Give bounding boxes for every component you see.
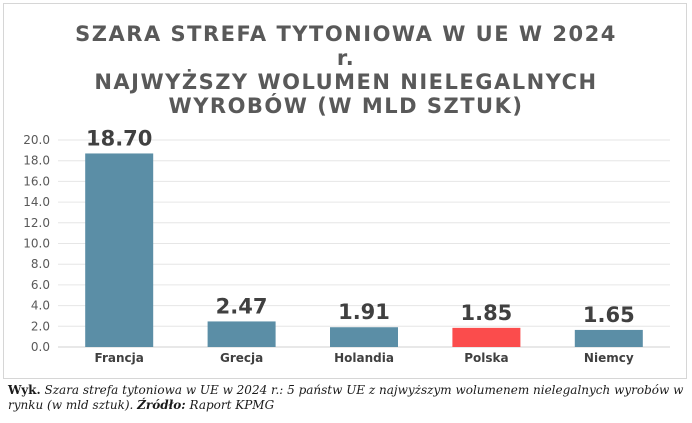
data-label: 1.91 <box>338 300 390 324</box>
y-tick-label: 10.0 <box>23 237 50 251</box>
bar <box>330 327 398 347</box>
bar <box>207 321 276 347</box>
caption-lead: Wyk. <box>8 383 41 397</box>
bar <box>574 329 643 347</box>
chart-title-line: NAJWYŻSZY WOLUMEN NIELEGALNYCH <box>94 70 598 94</box>
y-tick-label: 12.0 <box>23 216 50 230</box>
chart-title-line: r. <box>336 46 356 70</box>
caption-source-label: Źródło: <box>137 398 186 412</box>
x-tick-label: Francja <box>95 351 144 365</box>
y-tick-label: 8.0 <box>31 257 50 271</box>
x-tick-label: Grecja <box>220 351 263 365</box>
x-tick-label: Niemcy <box>584 351 634 365</box>
caption-source: Raport KPMG <box>185 398 275 412</box>
y-tick-label: 14.0 <box>23 195 50 209</box>
y-tick-label: 18.0 <box>23 154 50 168</box>
y-tick-label: 20.0 <box>23 133 50 147</box>
y-tick-label: 2.0 <box>31 319 50 333</box>
bar <box>85 153 154 347</box>
figure-caption: Wyk. Szara strefa tytoniowa w UE w 2024 … <box>8 383 688 413</box>
x-tick-label: Holandia <box>334 351 394 365</box>
caption-text: Szara strefa tytoniowa w UE w 2024 r.: 5… <box>8 383 684 412</box>
data-label: 1.85 <box>460 301 512 325</box>
bar-chart: 0.0 2.0 4.0 6.0 8.0 10.0 12.0 14.0 16.0 18.0 20.0 1… <box>23 126 670 365</box>
bar <box>452 327 521 347</box>
y-tick-label: 16.0 <box>23 174 50 188</box>
chart-title-line: WYROBÓW (W MLD SZTUK) <box>168 94 524 118</box>
data-label: 2.47 <box>216 294 268 318</box>
chart-title: SZARA STREFA TYTONIOWA W UE W 2024 r. NA… <box>0 22 692 118</box>
data-label: 1.65 <box>583 303 635 327</box>
chart-title-line: SZARA STREFA TYTONIOWA W UE W 2024 <box>75 22 617 46</box>
y-tick-label: 0.0 <box>31 340 50 354</box>
x-tick-label: Polska <box>464 351 508 365</box>
y-tick-label: 4.0 <box>31 299 50 313</box>
data-label: 18.70 <box>86 126 152 150</box>
y-tick-label: 6.0 <box>31 278 50 292</box>
